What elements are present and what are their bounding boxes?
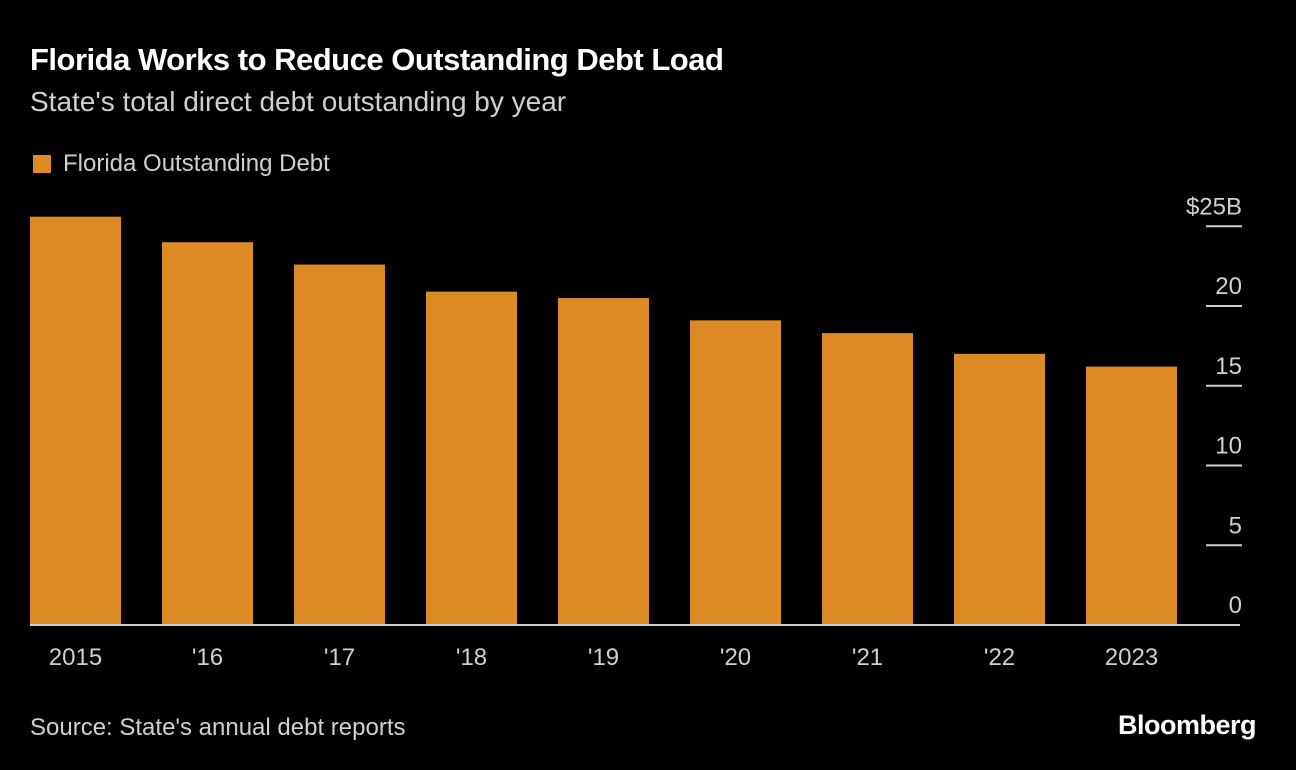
chart-title: Florida Works to Reduce Outstanding Debt… xyxy=(30,42,724,77)
legend-swatch xyxy=(33,155,51,173)
x-tick-label: 2023 xyxy=(1105,644,1158,671)
bar-19 xyxy=(558,298,649,625)
bar-2023 xyxy=(1086,366,1177,625)
legend-label: Florida Outstanding Debt xyxy=(63,150,330,177)
x-tick-label: '18 xyxy=(456,644,487,671)
y-tick-label: 10 xyxy=(1215,433,1242,460)
y-tick-label: 5 xyxy=(1229,512,1242,539)
y-tick-label: $25B xyxy=(1186,193,1242,220)
x-tick-label: '22 xyxy=(984,644,1015,671)
x-tick-label: '19 xyxy=(588,644,619,671)
y-tick-label: 20 xyxy=(1215,273,1242,300)
x-tick-label: '20 xyxy=(720,644,751,671)
source-note: Source: State's annual debt reports xyxy=(30,714,406,741)
y-tick-label: 0 xyxy=(1229,592,1242,619)
chart-subtitle: State's total direct debt outstanding by… xyxy=(30,86,567,117)
bloomberg-logo: Bloomberg xyxy=(1117,710,1257,740)
x-tick-label: '17 xyxy=(324,644,355,671)
bar-16 xyxy=(162,242,253,625)
bar-22 xyxy=(954,353,1045,625)
y-tick-label: 15 xyxy=(1215,353,1242,380)
bar-2015 xyxy=(30,216,121,625)
bar-20 xyxy=(690,320,781,625)
x-tick-label: 2015 xyxy=(49,644,102,671)
bar-21 xyxy=(822,333,913,625)
bar-17 xyxy=(294,264,385,625)
legend: Florida Outstanding Debt xyxy=(33,150,330,178)
x-tick-label: '21 xyxy=(852,644,883,671)
bar-18 xyxy=(426,291,517,625)
x-tick-label: '16 xyxy=(192,644,223,671)
